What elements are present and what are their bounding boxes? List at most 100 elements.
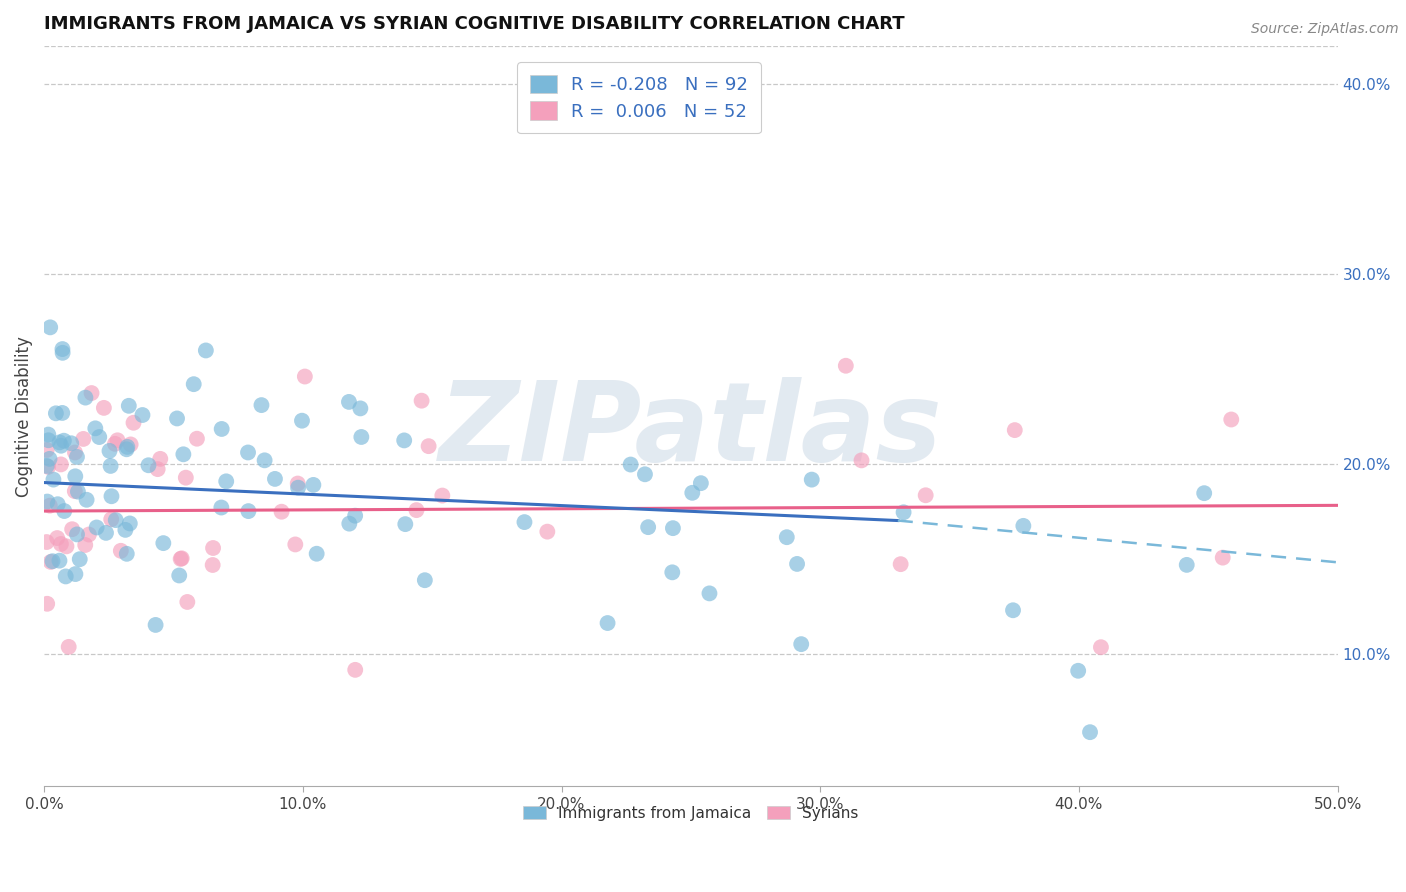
Point [337, 516, 360, 531]
Point [37, 459, 59, 474]
Point [104, 437, 127, 451]
Point [1067, 664, 1090, 678]
Point [46, 531, 69, 545]
Point [405, 503, 427, 517]
Point [75, 538, 97, 552]
Point [110, 543, 132, 558]
Point [194, 343, 217, 358]
Point [145, 618, 167, 632]
Point [114, 523, 136, 537]
Point [202, 541, 225, 555]
Point [37, 597, 59, 611]
Point [1175, 558, 1198, 572]
Point [637, 520, 659, 534]
Point [38, 451, 60, 466]
Point [209, 500, 232, 515]
Point [84, 421, 107, 435]
Point [35, 442, 58, 457]
Point [152, 536, 174, 550]
Point [411, 393, 433, 408]
Point [250, 398, 273, 412]
Point [305, 547, 328, 561]
Point [287, 481, 309, 495]
Point [52, 434, 75, 448]
Point [93, 401, 115, 415]
Point [146, 462, 169, 476]
Point [46, 497, 69, 511]
Point [1212, 550, 1234, 565]
Point [49, 458, 72, 472]
Point [69, 552, 91, 566]
Point [302, 478, 325, 492]
Point [72, 432, 94, 446]
Point [39, 555, 62, 569]
Point [48, 435, 70, 450]
Point [131, 408, 153, 422]
Point [65, 567, 87, 582]
Point [661, 566, 683, 580]
Point [800, 473, 823, 487]
Point [138, 458, 160, 473]
Text: ZIPatlas: ZIPatlas [439, 377, 943, 484]
Point [60, 522, 83, 536]
Point [60, 436, 83, 450]
Point [344, 663, 367, 677]
Point [107, 434, 129, 448]
Point [662, 521, 685, 535]
Point [1090, 640, 1112, 655]
Point [284, 537, 307, 551]
Point [620, 458, 643, 472]
Point [169, 552, 191, 566]
Point [350, 430, 373, 444]
Point [48, 554, 70, 568]
Point [53, 504, 76, 518]
Point [1004, 423, 1026, 437]
Point [211, 422, 233, 436]
Point [77, 527, 100, 541]
Point [75, 391, 97, 405]
Point [63, 484, 86, 499]
Point [35, 458, 58, 473]
Point [1078, 725, 1101, 739]
Point [699, 586, 721, 600]
Point [264, 472, 287, 486]
Point [790, 637, 813, 651]
Point [49, 537, 72, 551]
Point [1012, 519, 1035, 533]
Point [432, 489, 454, 503]
Point [100, 489, 122, 503]
Point [890, 557, 912, 571]
Point [835, 359, 858, 373]
Point [52, 346, 75, 360]
Point [294, 369, 316, 384]
Point [117, 440, 139, 454]
Point [1192, 486, 1215, 500]
Point [118, 399, 141, 413]
Point [100, 458, 122, 473]
Point [86, 520, 108, 534]
Point [51, 406, 73, 420]
Point [392, 434, 415, 448]
Point [120, 437, 142, 451]
Point [45, 406, 67, 420]
Point [170, 551, 193, 566]
Y-axis label: Cognitive Disability: Cognitive Disability [15, 335, 32, 497]
Point [253, 453, 276, 467]
Point [100, 512, 122, 526]
Point [176, 595, 198, 609]
Point [513, 515, 536, 529]
Point [914, 488, 936, 502]
Point [786, 557, 808, 571]
Point [41, 554, 63, 568]
Point [1002, 603, 1025, 617]
Point [42, 473, 65, 487]
Point [596, 615, 619, 630]
Point [115, 547, 138, 561]
Point [49, 439, 72, 453]
Point [681, 485, 703, 500]
Point [76, 492, 98, 507]
Point [183, 377, 205, 392]
Point [63, 445, 86, 459]
Point [115, 442, 138, 457]
Point [418, 439, 440, 453]
